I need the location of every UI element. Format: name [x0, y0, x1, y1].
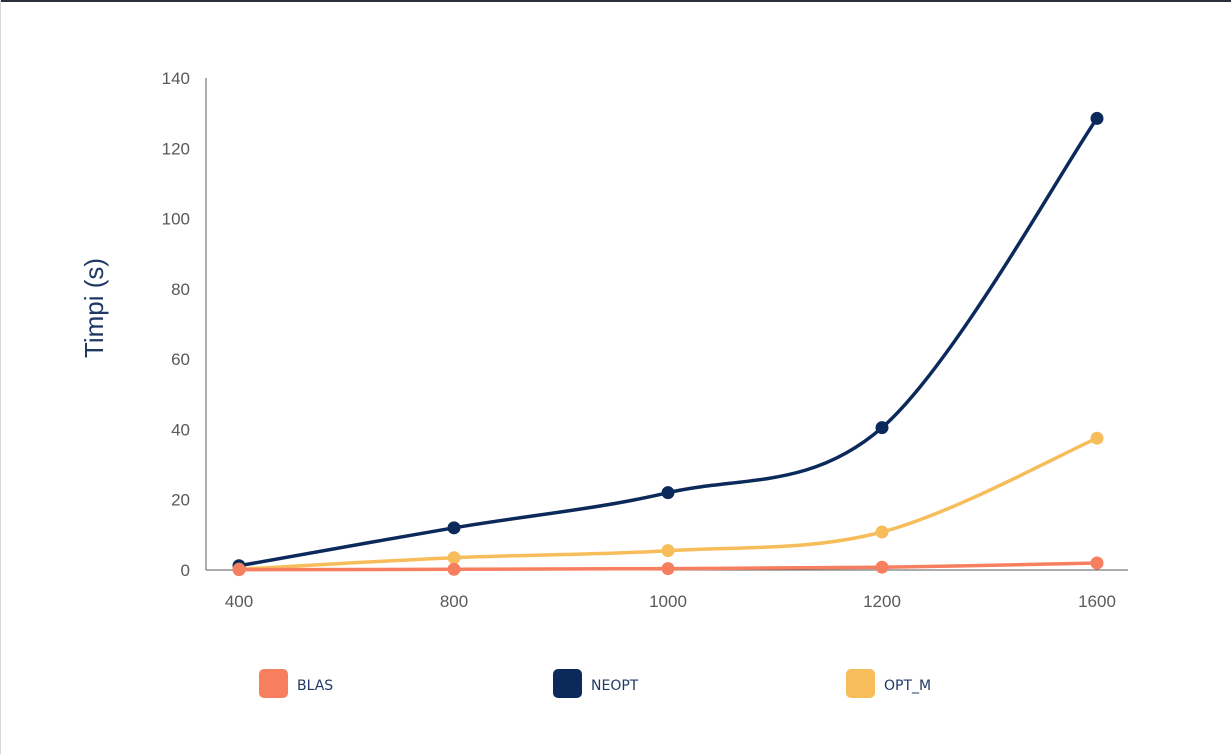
- chart-legend: BLAS NEOPT OPT_M: [259, 669, 931, 698]
- data-point-opt-m: [447, 551, 461, 565]
- data-point-blas: [232, 563, 246, 577]
- legend-label: OPT_M: [884, 678, 931, 694]
- legend-item-neopt: NEOPT: [553, 669, 639, 698]
- y-tick-label: 20: [171, 491, 190, 510]
- legend-item-opt-m: OPT_M: [846, 669, 931, 698]
- legend-item-blas: BLAS: [259, 669, 333, 698]
- y-tick-label: 0: [181, 561, 190, 580]
- legend-label: NEOPT: [591, 678, 639, 694]
- data-point-neopt: [447, 521, 461, 535]
- y-tick-label: 100: [162, 210, 190, 229]
- y-tick-label: 80: [171, 280, 190, 299]
- data-point-neopt: [1090, 111, 1104, 125]
- y-axis-ticks: 0 20 40 60 80 100 120 140: [162, 69, 190, 580]
- data-point-blas: [1090, 556, 1104, 570]
- window-left-border: [0, 0, 1, 754]
- x-tick-label: 400: [225, 592, 253, 611]
- data-point-blas: [447, 562, 461, 576]
- data-point-opt-m: [875, 525, 889, 539]
- window-top-border: [0, 0, 1231, 2]
- data-point-opt-m: [661, 544, 675, 558]
- legend-swatch: [259, 669, 288, 698]
- data-point-blas: [661, 562, 675, 576]
- y-tick-label: 140: [162, 69, 190, 88]
- data-point-neopt: [661, 486, 675, 500]
- series-lines: [237, 116, 1099, 572]
- y-tick-label: 120: [162, 139, 190, 158]
- data-point-blas: [875, 560, 889, 574]
- x-axis-ticks: 400 800 1000 1200 1600: [225, 592, 1116, 611]
- legend-swatch: [553, 669, 582, 698]
- legend-swatch: [846, 669, 875, 698]
- y-tick-label: 60: [171, 350, 190, 369]
- x-tick-label: 800: [440, 592, 468, 611]
- x-tick-label: 1600: [1078, 592, 1116, 611]
- series-points: [232, 111, 1104, 577]
- x-tick-label: 1000: [649, 592, 687, 611]
- data-point-opt-m: [1090, 431, 1104, 445]
- series-line-neopt: [237, 116, 1099, 568]
- data-point-neopt: [875, 421, 889, 435]
- y-tick-label: 40: [171, 420, 190, 439]
- legend-label: BLAS: [297, 678, 333, 694]
- x-tick-label: 1200: [863, 592, 901, 611]
- y-axis-label: Timpi (s): [79, 258, 109, 358]
